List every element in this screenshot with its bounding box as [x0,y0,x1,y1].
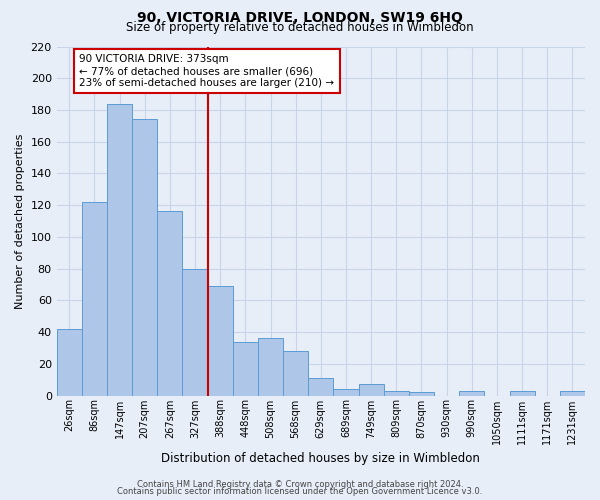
Bar [283,351,308,396]
Bar [56,329,82,396]
Y-axis label: Number of detached properties: Number of detached properties [15,134,25,308]
Bar [157,212,182,396]
Bar [384,391,409,396]
Bar [82,202,107,396]
Bar [334,389,359,396]
Bar [208,286,233,396]
Bar [359,384,384,396]
Text: Size of property relative to detached houses in Wimbledon: Size of property relative to detached ho… [126,22,474,35]
Text: Contains public sector information licensed under the Open Government Licence v3: Contains public sector information licen… [118,487,482,496]
Bar [233,342,258,396]
Text: Contains HM Land Registry data © Crown copyright and database right 2024.: Contains HM Land Registry data © Crown c… [137,480,463,489]
Bar [182,268,208,396]
Bar [509,391,535,396]
Bar [258,338,283,396]
X-axis label: Distribution of detached houses by size in Wimbledon: Distribution of detached houses by size … [161,452,480,465]
Bar [308,378,334,396]
Text: 90, VICTORIA DRIVE, LONDON, SW19 6HQ: 90, VICTORIA DRIVE, LONDON, SW19 6HQ [137,11,463,25]
Bar [560,391,585,396]
Bar [107,104,132,396]
Bar [132,120,157,396]
Bar [459,391,484,396]
Bar [409,392,434,396]
Text: 90 VICTORIA DRIVE: 373sqm
← 77% of detached houses are smaller (696)
23% of semi: 90 VICTORIA DRIVE: 373sqm ← 77% of detac… [79,54,334,88]
